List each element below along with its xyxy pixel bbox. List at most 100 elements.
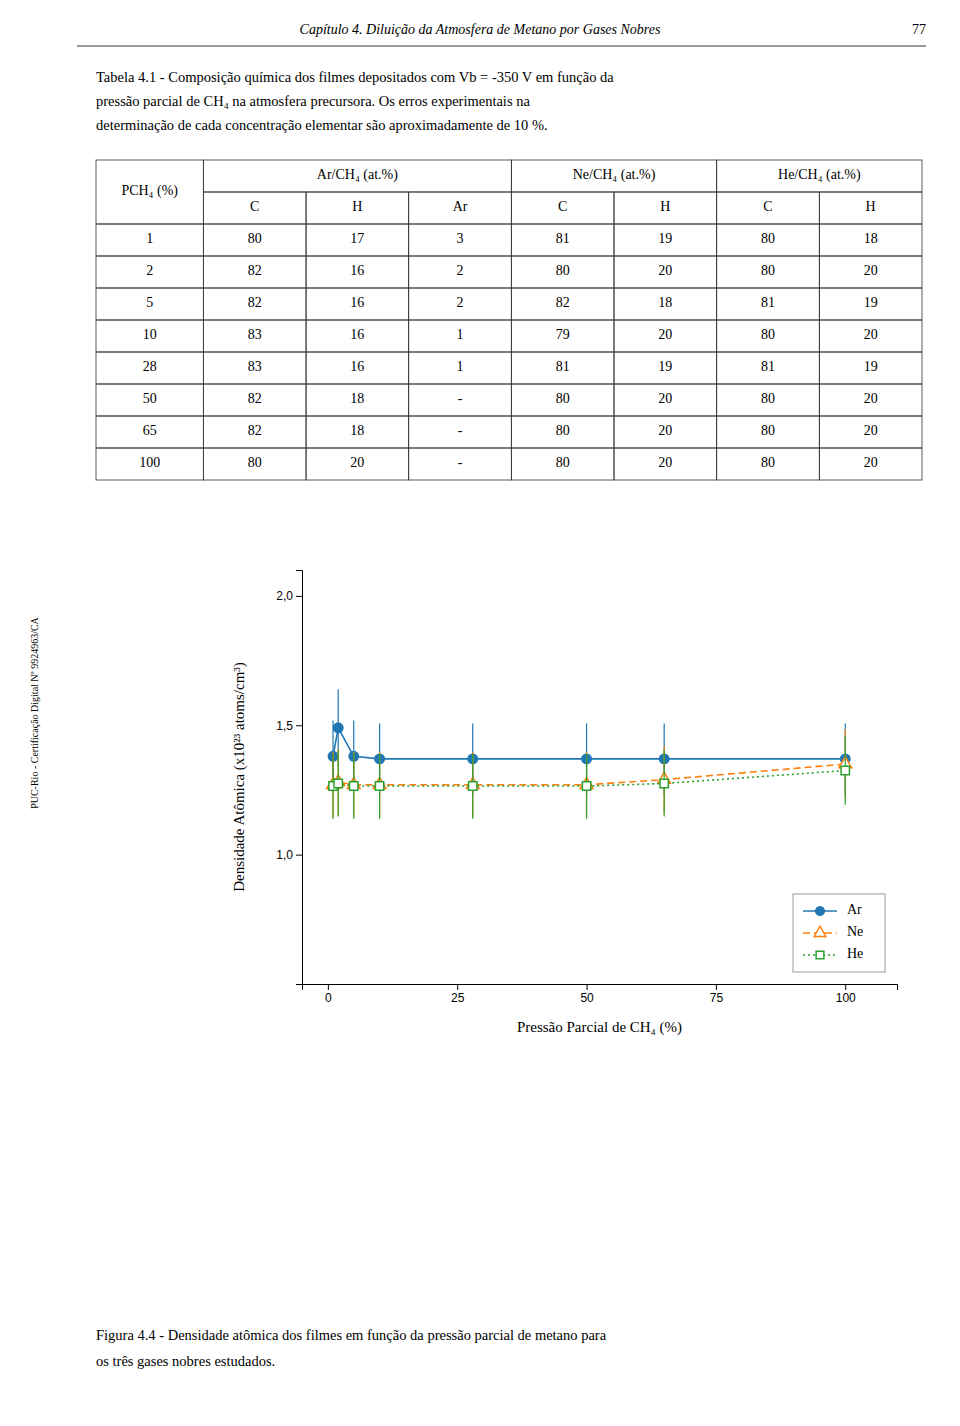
table-header: C bbox=[250, 199, 259, 214]
table-cell bbox=[717, 256, 820, 288]
table-cell bbox=[819, 352, 922, 384]
table-cell bbox=[614, 192, 717, 224]
table-value: 80 bbox=[761, 231, 775, 246]
table-value: 1 bbox=[457, 359, 464, 374]
table-value: 20 bbox=[658, 455, 672, 470]
page-title: Capítulo 4. Diluição da Atmosfera de Met… bbox=[300, 22, 661, 37]
table-cell bbox=[819, 256, 922, 288]
legend-label: Ne bbox=[847, 924, 863, 939]
legend-label: He bbox=[847, 946, 863, 961]
tick-mark bbox=[296, 725, 302, 726]
y-axis: 1,01,52,0 bbox=[276, 571, 302, 985]
table-cell bbox=[203, 352, 306, 384]
figure-caption: Figura 4.4 - Densidade atômica dos filme… bbox=[96, 1327, 607, 1343]
table-header: H bbox=[352, 199, 362, 214]
table-cell bbox=[409, 224, 512, 256]
tick-label: 100 bbox=[836, 991, 856, 1005]
table-header: H bbox=[660, 199, 670, 214]
table-value: 80 bbox=[248, 231, 262, 246]
table-cell bbox=[819, 384, 922, 416]
table-value: 80 bbox=[248, 455, 262, 470]
table-cell bbox=[306, 416, 409, 448]
table-value: 82 bbox=[248, 263, 262, 278]
legend-marker bbox=[814, 926, 826, 936]
series bbox=[329, 736, 850, 819]
tick: 1,0 bbox=[276, 848, 302, 862]
tick-mark bbox=[296, 596, 302, 597]
table-value: 5 bbox=[146, 295, 153, 310]
table-value: 19 bbox=[864, 359, 878, 374]
table-value: 80 bbox=[761, 391, 775, 406]
page-number: 77 bbox=[912, 22, 926, 37]
table-header: PCH₄ (%) bbox=[121, 183, 178, 199]
table-cell bbox=[306, 352, 409, 384]
table-cell bbox=[409, 256, 512, 288]
legend-box bbox=[793, 894, 885, 972]
table-cell bbox=[306, 192, 409, 224]
table-cell bbox=[511, 160, 716, 192]
table-cell bbox=[203, 384, 306, 416]
table-cell bbox=[409, 320, 512, 352]
table-cell bbox=[203, 416, 306, 448]
table-value: 79 bbox=[556, 327, 570, 342]
axis-line bbox=[303, 985, 898, 991]
table-value: 82 bbox=[248, 391, 262, 406]
tick-label: 1,0 bbox=[276, 848, 293, 862]
legend-marker bbox=[816, 951, 824, 959]
table-cell bbox=[96, 384, 203, 416]
table-cell bbox=[306, 288, 409, 320]
tick-label: 50 bbox=[580, 991, 594, 1005]
table-value: 81 bbox=[556, 231, 570, 246]
table-cell bbox=[409, 192, 512, 224]
table-cell bbox=[306, 384, 409, 416]
table-value: 28 bbox=[143, 359, 157, 374]
point bbox=[841, 766, 849, 774]
table-cell bbox=[614, 448, 717, 480]
table-value: 80 bbox=[761, 423, 775, 438]
table-cell bbox=[717, 416, 820, 448]
tick-label: 75 bbox=[710, 991, 724, 1005]
table-value: 81 bbox=[556, 359, 570, 374]
table-cell bbox=[96, 256, 203, 288]
table-cell bbox=[96, 448, 203, 480]
table-cell bbox=[511, 224, 614, 256]
table-cell bbox=[819, 192, 922, 224]
table-cell bbox=[409, 416, 512, 448]
table-cell bbox=[717, 448, 820, 480]
table-value: 80 bbox=[556, 263, 570, 278]
table-title: determinação de cada concentração elemen… bbox=[96, 117, 548, 133]
y-axis-title: Densidade Atômica (x10²³ atoms/cm³) bbox=[231, 662, 248, 892]
figure-caption: os três gases nobres estudados. bbox=[96, 1353, 275, 1369]
x-axis-title: Pressão Parcial de CH₄ (%) bbox=[517, 1019, 682, 1036]
table-cell bbox=[614, 256, 717, 288]
table-header: Ar bbox=[453, 199, 468, 214]
table-cell bbox=[511, 352, 614, 384]
table-value: 20 bbox=[864, 423, 878, 438]
table-group-header: Ne/CH₄ (at.%) bbox=[573, 167, 656, 183]
plot-area bbox=[327, 689, 852, 819]
legend-label: Ar bbox=[847, 902, 862, 917]
table-value: 10 bbox=[143, 327, 157, 342]
table-cell bbox=[819, 416, 922, 448]
table-cell bbox=[203, 288, 306, 320]
table-cell bbox=[96, 288, 203, 320]
axis-line bbox=[296, 571, 303, 985]
table-value: 80 bbox=[761, 263, 775, 278]
table-cell bbox=[614, 224, 717, 256]
table-value: 20 bbox=[864, 391, 878, 406]
table-header: H bbox=[866, 199, 876, 214]
table-value: 80 bbox=[761, 327, 775, 342]
tick-mark bbox=[328, 984, 329, 990]
legend-item: Ne bbox=[803, 924, 863, 939]
table-value: 50 bbox=[143, 391, 157, 406]
table-value: 18 bbox=[350, 391, 364, 406]
table-cell bbox=[306, 448, 409, 480]
tick: 25 bbox=[451, 984, 465, 1005]
tick: 75 bbox=[710, 984, 724, 1005]
tick: 0 bbox=[325, 984, 332, 1005]
table-cell bbox=[96, 224, 203, 256]
table-value: 20 bbox=[658, 391, 672, 406]
table-value: 2 bbox=[457, 295, 464, 310]
table-value: 19 bbox=[658, 359, 672, 374]
table-cell bbox=[409, 384, 512, 416]
